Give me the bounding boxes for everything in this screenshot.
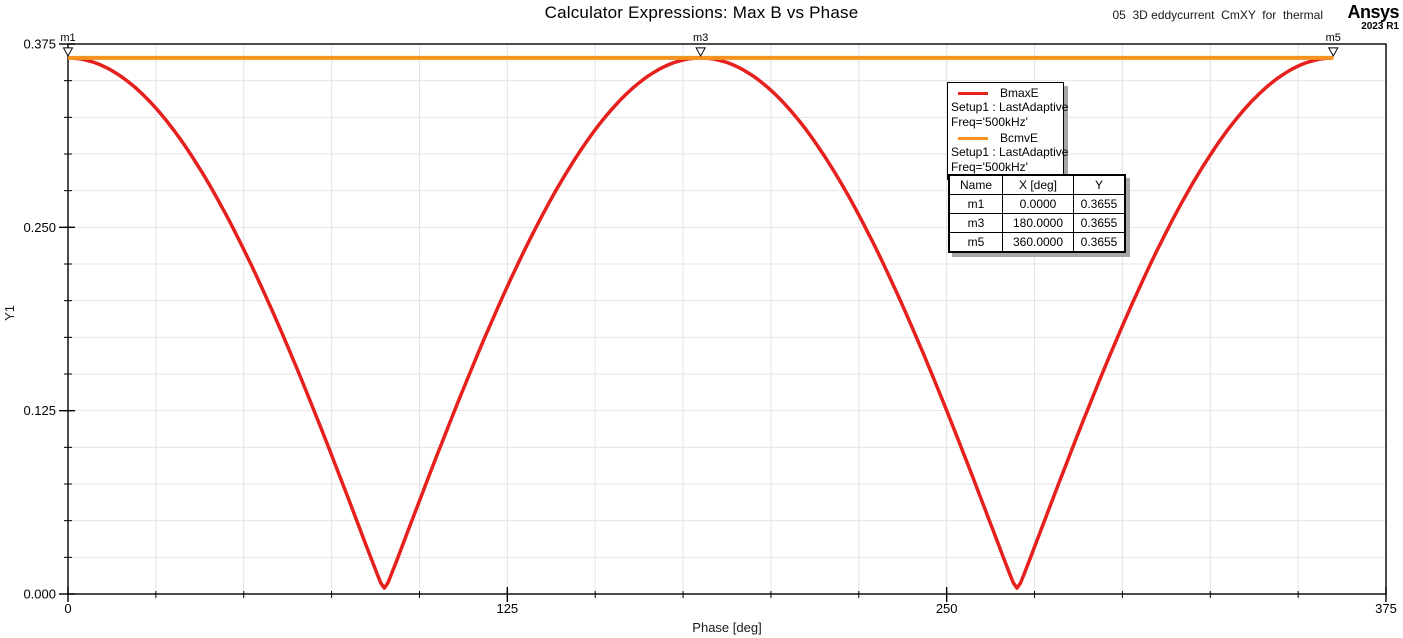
x-axis-title: Phase [deg]: [692, 620, 762, 635]
legend-entry-bmaxe: BmaxE Setup1 : LastAdaptive Freq='500kHz…: [951, 85, 1069, 129]
legend-sub-setup: Setup1 : LastAdaptive: [951, 145, 1069, 159]
table-cell: m1: [948, 194, 1003, 214]
table-cell: 0.0000: [1002, 194, 1074, 214]
table-row: m5 360.0000 0.3655: [948, 232, 1126, 253]
x-tick-label: 375: [1375, 601, 1397, 616]
bcmve-line-swatch-icon: [958, 136, 988, 140]
marker-triangle-icon-m5[interactable]: [1327, 47, 1339, 57]
marker-label-m1: m1: [60, 32, 75, 44]
legend[interactable]: BmaxE Setup1 : LastAdaptive Freq='500kHz…: [947, 82, 1069, 180]
y-tick-label: 0.000: [23, 587, 56, 602]
ansys-logo: Ansys 2023 R1: [1347, 3, 1399, 32]
page-title: Calculator Expressions: Max B vs Phase: [544, 3, 859, 22]
y-tick-label: 0.125: [23, 403, 56, 418]
marker-table-body: m1 0.0000 0.3655 m3 180.0000 0.3655 m5 360.0000…: [948, 194, 1126, 253]
series-curve-BmaxE: [67, 56, 1334, 590]
col-header-name: Name: [948, 174, 1003, 195]
y-tick-label: 0.375: [23, 37, 56, 52]
marker-label-m5: m5: [1326, 32, 1341, 44]
y-axis-title: Y1: [2, 305, 17, 321]
table-row: m3 180.0000 0.3655: [948, 213, 1126, 233]
table-cell: m3: [948, 213, 1003, 233]
table-row: m1 0.0000 0.3655: [948, 194, 1126, 214]
table-cell: 0.3655: [1073, 213, 1126, 233]
table-cell: 180.0000: [1002, 213, 1074, 233]
table-cell: 0.3655: [1073, 232, 1126, 253]
legend-sub-setup: Setup1 : LastAdaptive: [951, 100, 1069, 114]
col-header-x: X [deg]: [1002, 174, 1074, 195]
table-cell: 0.3655: [1073, 194, 1126, 214]
bmaxe-line-swatch-icon: [958, 91, 988, 95]
legend-label: BmaxE: [1000, 85, 1039, 100]
legend-label: BcmvE: [1000, 130, 1039, 145]
marker-label-m3: m3: [693, 32, 708, 44]
ansys-version: 2023 R1: [1361, 21, 1399, 32]
table-cell: m5: [948, 232, 1003, 253]
design-note: 05 3D eddycurrent CmXY for thermal: [1112, 8, 1323, 22]
marker-table[interactable]: Name X [deg] Y m1 0.0000 0.3655 m3 180.0000 0…: [948, 174, 1126, 253]
legend-sub-freq: Freq='500kHz': [951, 114, 1028, 129]
y-tick-label: 0.250: [23, 220, 56, 235]
marker-table-header-row: Name X [deg] Y: [948, 174, 1126, 195]
marker-triangle-icon-m1[interactable]: [62, 47, 74, 57]
plot-border: [67, 43, 1387, 595]
col-header-y: Y: [1073, 174, 1126, 195]
ansys-logo-text: Ansys: [1347, 2, 1399, 22]
legend-entry-bcmve: BcmvE Setup1 : LastAdaptive Freq='500kHz…: [951, 130, 1069, 174]
marker-triangle-icon-m3[interactable]: [695, 47, 706, 57]
x-tick-label: 0: [64, 601, 71, 616]
x-tick-label: 125: [496, 601, 518, 616]
table-cell: 360.0000: [1002, 232, 1074, 253]
legend-sub-freq: Freq='500kHz': [951, 159, 1028, 174]
x-tick-label: 250: [936, 601, 958, 616]
